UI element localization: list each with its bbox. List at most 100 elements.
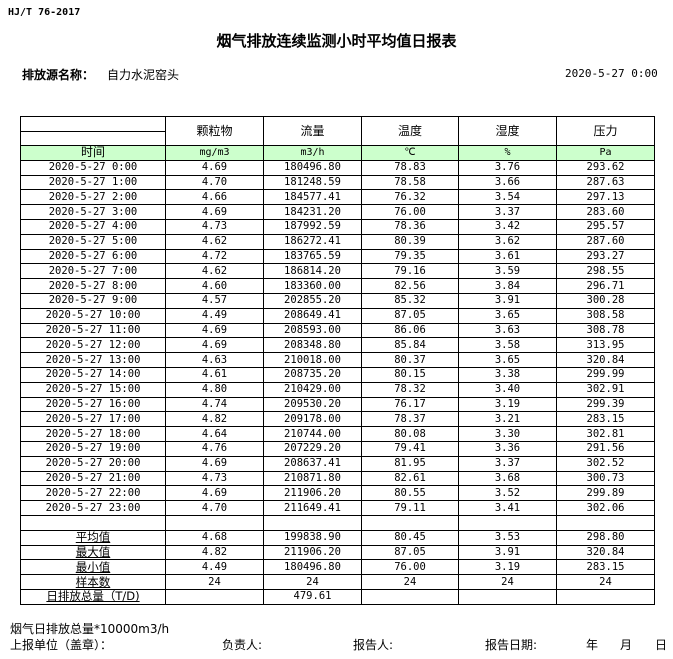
unit-cell: m3/h	[263, 145, 362, 161]
value-cell: 79.11	[361, 500, 459, 516]
data-row: 2020-5-27 13:00 4.63 210018.00 80.37 3.65 320…	[20, 352, 655, 368]
value-cell: 4.69	[165, 159, 264, 176]
value-cell: 293.27	[556, 248, 655, 265]
header-corner-cell	[20, 116, 166, 146]
summary-row: 最大值 4.82 211906.20 87.05 3.91 320.84	[20, 544, 655, 561]
value-cell: 296.71	[556, 278, 655, 294]
value-cell: 208735.20	[263, 366, 362, 383]
source-name: 自力水泥窑头	[107, 68, 180, 82]
value-cell: 78.36	[361, 218, 459, 235]
value-cell: 76.32	[361, 189, 459, 206]
summary-label: 最小值	[20, 559, 166, 576]
data-row: 2020-5-27 16:00 4.74 209530.20 76.17 3.19 299…	[20, 396, 655, 413]
value-cell: 76.00	[361, 559, 459, 576]
value-cell: 308.78	[556, 322, 655, 339]
value-cell: 297.13	[556, 189, 655, 206]
value-cell: 4.70	[165, 500, 264, 516]
value-cell: 302.91	[556, 381, 655, 398]
value-cell: 24	[263, 574, 362, 590]
data-row: 2020-5-27 4:00 4.73 187992.59 78.36 3.42 295.…	[20, 218, 655, 235]
data-row: 2020-5-27 3:00 4.69 184231.20 76.00 3.37 283.…	[20, 204, 655, 220]
footer-note: 烟气日排放总量*10000m3/h	[10, 622, 170, 636]
value-cell: 3.21	[458, 411, 557, 428]
report-title: 烟气排放连续监测小时平均值日报表	[216, 32, 457, 50]
report-datetime: 2020-5-27 0:00	[565, 67, 658, 80]
value-cell: 24	[361, 574, 459, 590]
time-cell: 2020-5-27 8:00	[20, 278, 166, 294]
day-label: 日	[655, 638, 668, 652]
value-cell: 85.84	[361, 337, 459, 354]
data-row: 2020-5-27 23:00 4.70 211649.41 79.11 3.41 302…	[20, 500, 655, 516]
time-cell: 2020-5-27 17:00	[20, 411, 166, 428]
time-cell: 2020-5-27 2:00	[20, 189, 166, 206]
value-cell: 4.62	[165, 233, 264, 250]
value-cell: 3.37	[458, 204, 557, 220]
value-cell: 283.15	[556, 559, 655, 576]
value-cell: 298.55	[556, 263, 655, 280]
value-cell: 24	[458, 574, 557, 590]
responsible-label: 负责人:	[222, 638, 263, 652]
value-cell: 3.63	[458, 322, 557, 339]
value-cell	[361, 588, 459, 605]
value-cell: 3.37	[458, 455, 557, 472]
time-cell: 2020-5-27 1:00	[20, 174, 166, 191]
data-row: 2020-5-27 14:00 4.61 208735.20 80.15 3.38 299…	[20, 366, 655, 383]
value-cell: 3.19	[458, 559, 557, 576]
data-row: 2020-5-27 22:00 4.69 211906.20 80.55 3.52 299…	[20, 485, 655, 502]
value-cell: 479.61	[263, 588, 362, 605]
summary-label: 样本数	[20, 574, 166, 590]
value-cell: 4.69	[165, 337, 264, 354]
unit-cell: ℃	[361, 145, 459, 161]
value-cell: 3.54	[458, 189, 557, 206]
column-header: 温度	[361, 116, 459, 146]
column-header: 湿度	[458, 116, 557, 146]
value-cell: 210018.00	[263, 352, 362, 368]
month-label: 月	[620, 638, 633, 652]
value-cell: 78.58	[361, 174, 459, 191]
value-cell: 76.17	[361, 396, 459, 413]
value-cell: 302.06	[556, 500, 655, 516]
value-cell: 78.32	[361, 381, 459, 398]
value-cell: 87.05	[361, 544, 459, 561]
summary-row: 平均值 4.68 199838.90 80.45 3.53 298.80	[20, 529, 655, 546]
data-row: 2020-5-27 19:00 4.76 207229.20 79.41 3.36 291…	[20, 440, 655, 457]
value-cell: 184577.41	[263, 189, 362, 206]
value-cell: 3.65	[458, 307, 557, 324]
value-cell: 4.69	[165, 455, 264, 472]
summary-row: 最小值 4.49 180496.80 76.00 3.19 283.15	[20, 559, 655, 576]
value-cell: 3.40	[458, 381, 557, 398]
report-date-label: 报告日期:	[485, 638, 538, 652]
data-row: 2020-5-27 10:00 4.49 208649.41 87.05 3.65 308…	[20, 307, 655, 324]
value-cell: 80.39	[361, 233, 459, 250]
source-label: 排放源名称：	[22, 68, 95, 82]
value-cell	[458, 588, 557, 605]
value-cell: 4.72	[165, 248, 264, 265]
value-cell: 3.19	[458, 396, 557, 413]
value-cell: 4.69	[165, 204, 264, 220]
value-cell: 208637.41	[263, 455, 362, 472]
value-cell: 4.49	[165, 559, 264, 576]
unit-cell: mg/m3	[165, 145, 264, 161]
value-cell: 211906.20	[263, 485, 362, 502]
unit-row: 时间 mg/m3 m3/h ℃ % Pa	[20, 145, 655, 161]
value-cell: 211649.41	[263, 500, 362, 516]
value-cell: 299.99	[556, 366, 655, 383]
summary-label: 日排放总量（T/D)	[20, 588, 166, 605]
value-cell: 3.41	[458, 500, 557, 516]
value-cell: 3.65	[458, 352, 557, 368]
summary-label: 最大值	[20, 544, 166, 561]
report-table: 颗粒物 流量 温度 湿度 压力 时间 mg/m3 m3/h ℃ % Pa 202…	[20, 116, 655, 605]
value-cell: 184231.20	[263, 204, 362, 220]
value-cell: 209530.20	[263, 396, 362, 413]
value-cell: 4.62	[165, 263, 264, 280]
value-cell: 4.64	[165, 426, 264, 442]
value-cell: 287.63	[556, 174, 655, 191]
value-cell: 76.00	[361, 204, 459, 220]
time-cell: 2020-5-27 7:00	[20, 263, 166, 280]
data-row: 2020-5-27 17:00 4.82 209178.00 78.37 3.21 283…	[20, 411, 655, 428]
value-cell: 210429.00	[263, 381, 362, 398]
value-cell: 298.80	[556, 529, 655, 546]
value-cell	[165, 588, 264, 605]
value-cell: 4.70	[165, 174, 264, 191]
summary-label: 平均值	[20, 529, 166, 546]
